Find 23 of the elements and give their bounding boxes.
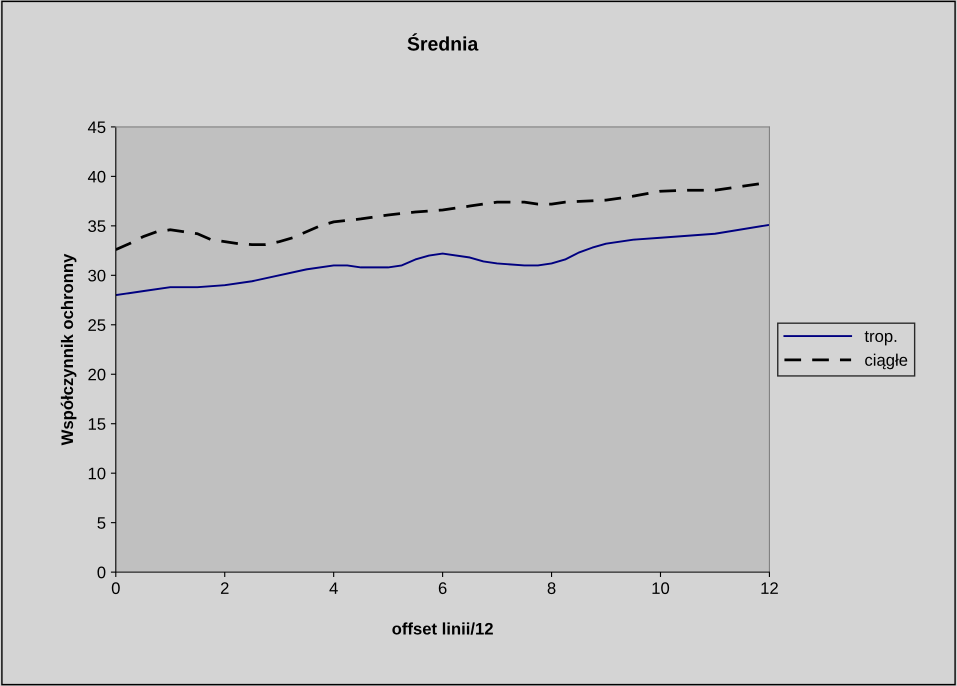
y-axis-title: Współczynnik ochronny xyxy=(60,254,76,446)
y-tick-label: 40 xyxy=(88,170,106,183)
line-series xyxy=(116,224,770,296)
y-tick-label: 20 xyxy=(88,368,106,380)
x-tick-label: 12 xyxy=(761,582,778,594)
y-tick-label: 10 xyxy=(88,468,106,480)
legend-label: ciągłe xyxy=(865,354,908,370)
chart-title: Średnia xyxy=(408,33,478,51)
y-tick-label: 35 xyxy=(88,220,106,232)
y-tick-label: 0 xyxy=(97,566,106,578)
y-tick-label: 25 xyxy=(88,319,106,331)
x-tick-label: 10 xyxy=(652,582,670,594)
x-tick-label: 0 xyxy=(112,582,120,594)
x-tick-label: 6 xyxy=(438,582,447,594)
x-tick-label: 4 xyxy=(329,582,338,594)
y-tick-label: 15 xyxy=(88,418,106,430)
x-axis-title: offset linii/12 xyxy=(392,622,493,635)
y-tick-label: 5 xyxy=(97,517,106,529)
x-tick-label: 2 xyxy=(220,582,229,594)
y-tick-label: 30 xyxy=(88,270,106,282)
y-tick-label: 45 xyxy=(88,121,106,134)
legend-label: trop. xyxy=(864,331,896,346)
x-tick-label: 8 xyxy=(548,582,556,594)
